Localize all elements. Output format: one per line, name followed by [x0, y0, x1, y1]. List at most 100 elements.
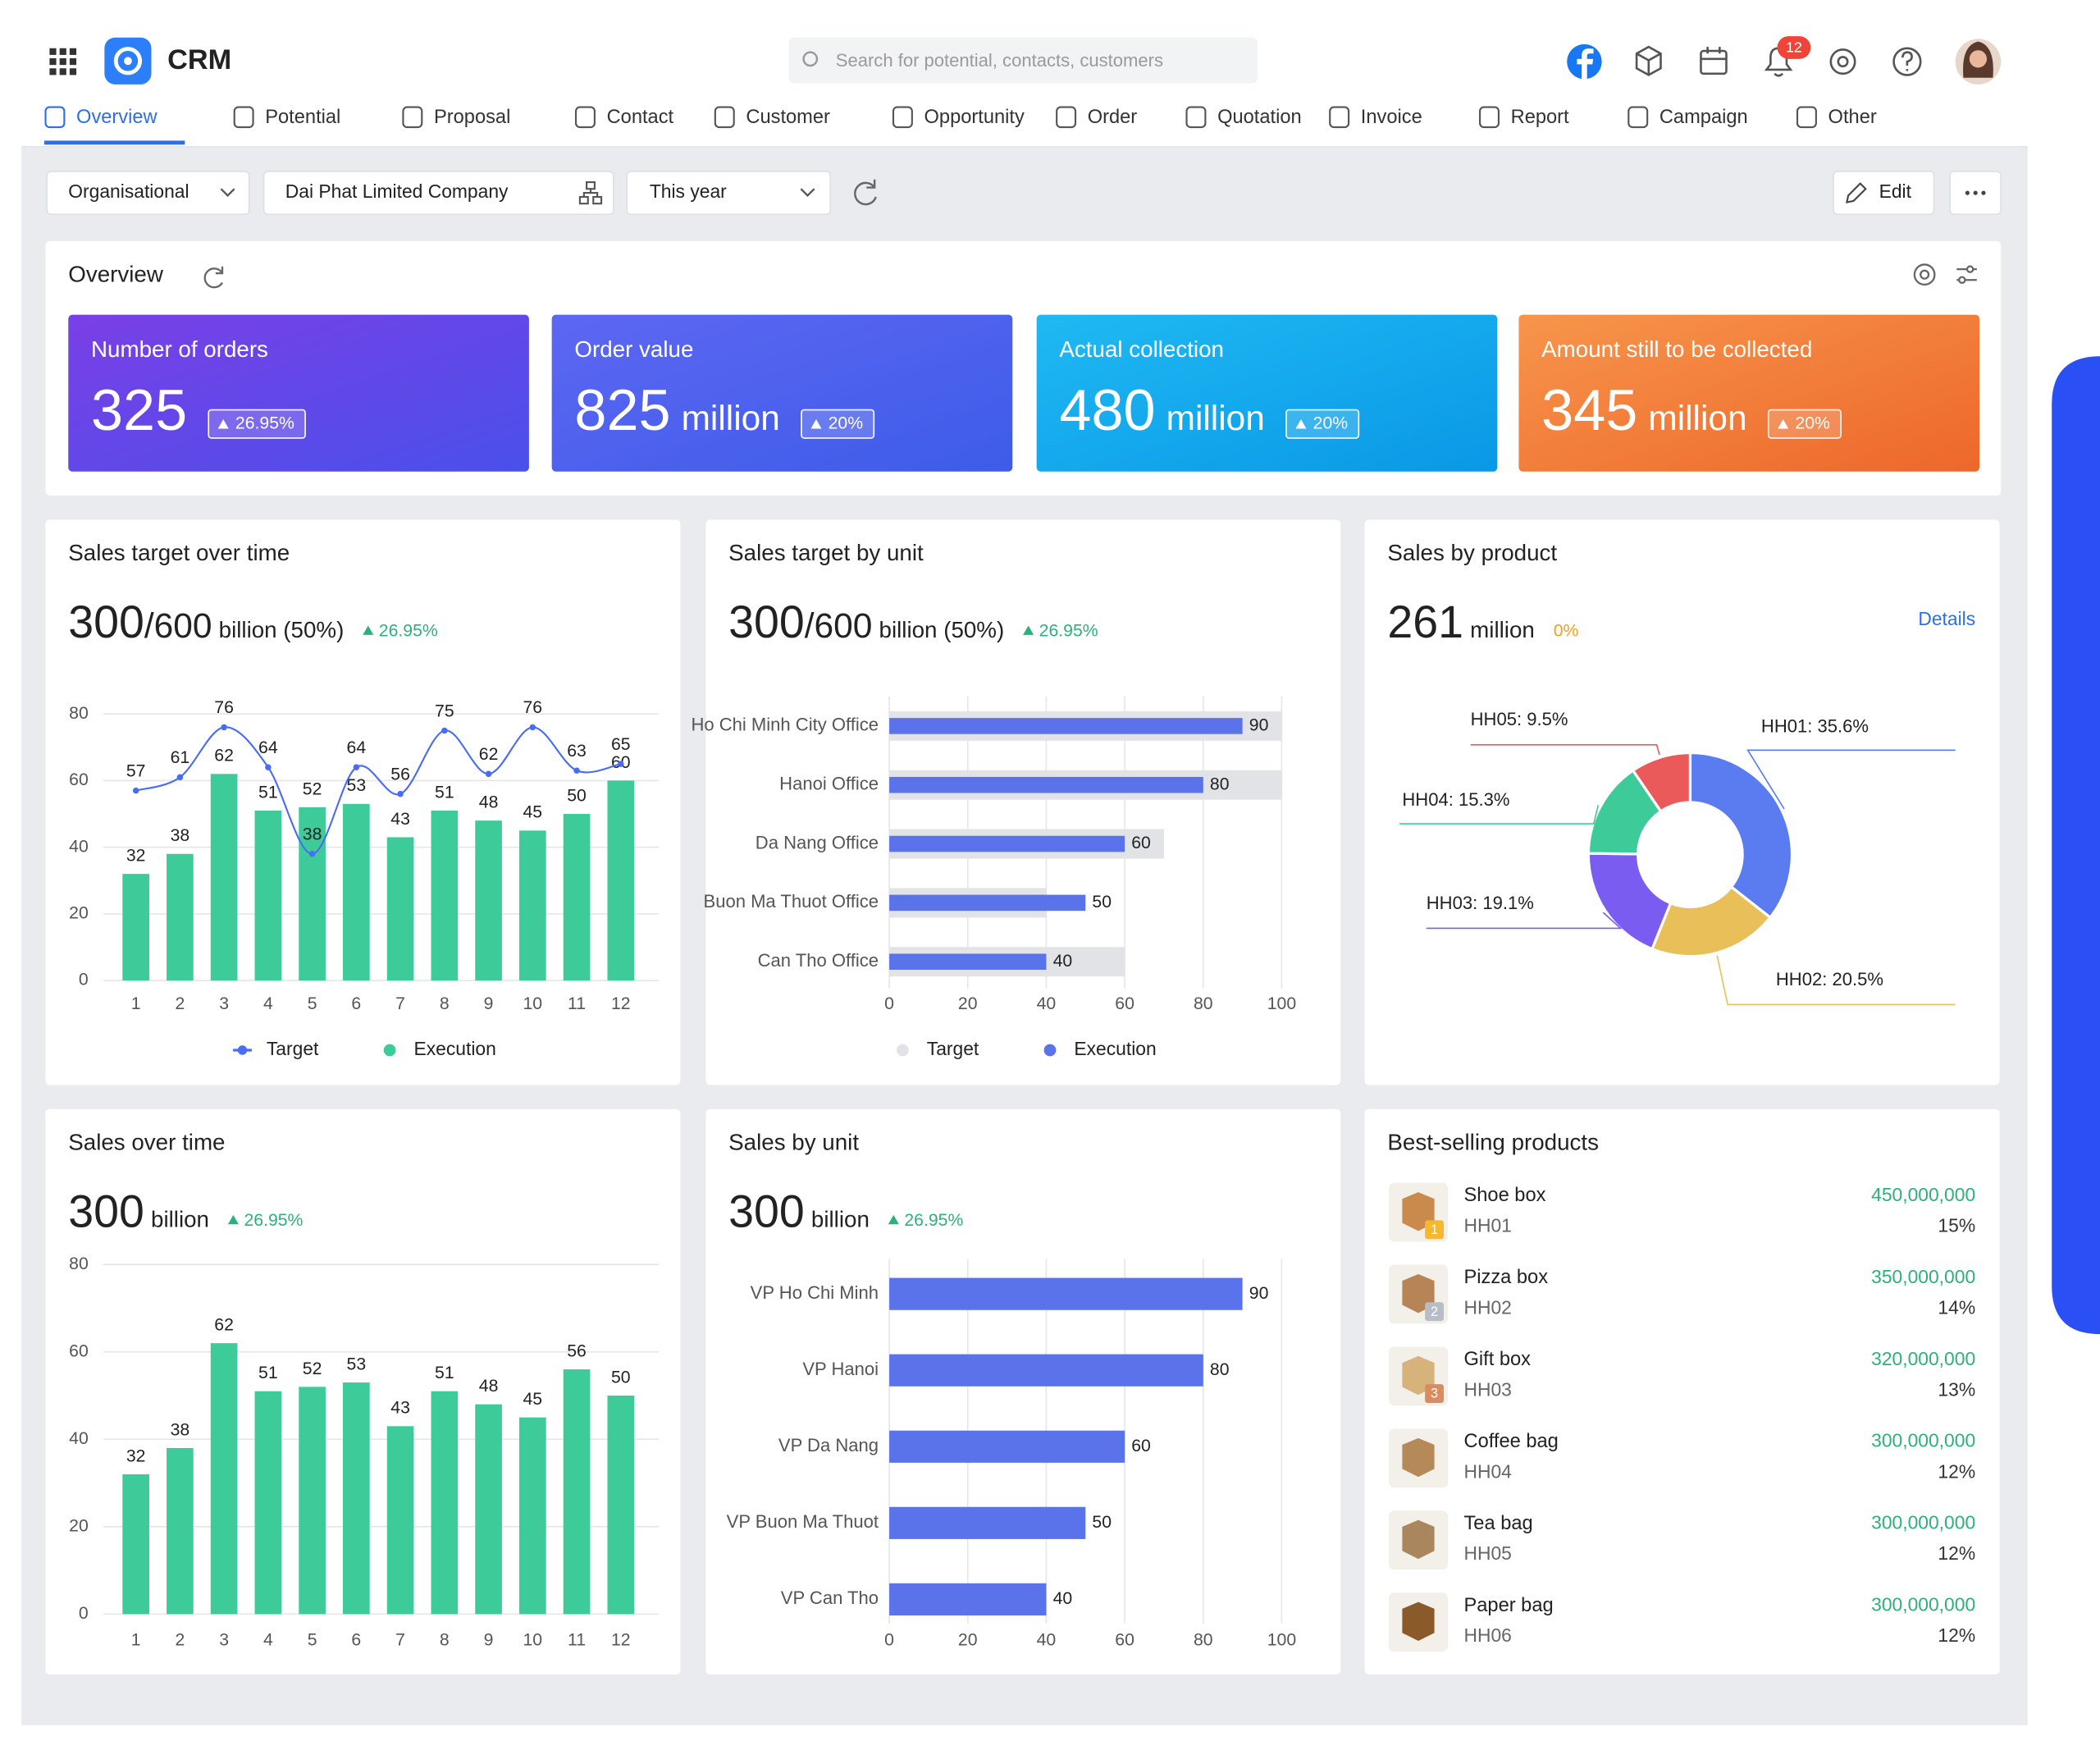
y-tick-label: 80	[69, 1254, 89, 1273]
nav-tab[interactable]: Overview	[76, 107, 158, 128]
headline: 300/600 billion (50%)	[68, 596, 344, 647]
headline-change: 26.95%	[244, 1211, 303, 1230]
nav-tab[interactable]: Opportunity	[924, 107, 1025, 128]
x-tick-label: 8	[440, 1631, 450, 1650]
side-tab[interactable]	[2052, 356, 2100, 1335]
bar	[607, 780, 635, 981]
bar	[889, 1583, 1047, 1615]
product-image	[1402, 1519, 1435, 1560]
settings-icon[interactable]	[1829, 48, 1856, 75]
refresh-button[interactable]	[854, 179, 877, 206]
product-amount: 450,000,000	[1871, 1184, 1975, 1205]
headline-unit: billion (50%)	[879, 617, 1005, 642]
line-point	[353, 764, 360, 770]
nav-tab[interactable]: Invoice	[1361, 107, 1422, 128]
kpi-card	[1036, 314, 1498, 472]
kpi-card	[68, 314, 529, 472]
package-icon[interactable]	[1635, 45, 1662, 76]
nav-tab[interactable]: Contact	[607, 107, 674, 128]
data-label: 51	[258, 1364, 278, 1382]
logo[interactable]	[104, 37, 152, 85]
search-box[interactable]	[788, 37, 1258, 84]
overview-filter[interactable]	[1956, 265, 1977, 284]
overview-refresh[interactable]	[203, 266, 224, 289]
data-label: 52	[303, 779, 322, 798]
rank-number: 1	[1431, 1222, 1438, 1237]
headline-value: 300	[728, 596, 805, 647]
data-label: 40	[1053, 952, 1073, 971]
x-tick-label: 80	[1194, 994, 1213, 1013]
data-label: 64	[258, 738, 278, 757]
facebook-glyph	[1577, 48, 1594, 80]
chart-panel	[1364, 1108, 2000, 1675]
scope-select[interactable]	[46, 171, 250, 216]
legend-label: Execution	[1074, 1038, 1156, 1059]
edit-button[interactable]	[1833, 171, 1935, 216]
x-tick-label: 8	[440, 994, 450, 1013]
data-label: 50	[1092, 893, 1112, 912]
tab-icon	[1796, 106, 1817, 129]
bar	[254, 810, 282, 981]
legend-label: Target	[927, 1038, 979, 1059]
rank-badge	[1425, 1220, 1444, 1240]
overview-settings[interactable]	[1913, 263, 1936, 286]
nav-tab[interactable]: Report	[1511, 107, 1569, 128]
data-label: 52	[303, 1359, 322, 1378]
product-share: 15%	[1938, 1215, 1975, 1236]
period-select[interactable]	[626, 171, 832, 216]
y-tick-label: 40	[69, 1429, 89, 1448]
x-tick-label: 7	[395, 1631, 405, 1650]
data-label: 75	[435, 701, 454, 720]
x-tick-label: 60	[1115, 1631, 1134, 1650]
nav-tab[interactable]: Customer	[746, 107, 830, 128]
headline-value: 300	[68, 596, 144, 647]
data-label: 53	[347, 776, 367, 795]
kpi-label: Number of orders	[91, 336, 268, 362]
x-tick-label: 20	[958, 1631, 978, 1650]
company-select[interactable]	[262, 171, 614, 216]
headline-unit: billion	[811, 1207, 870, 1232]
avatar[interactable]	[1955, 39, 2002, 85]
x-tick-label: 60	[1115, 994, 1134, 1013]
nav-tab[interactable]: Potential	[265, 107, 340, 128]
calendar-icon[interactable]	[1700, 47, 1728, 75]
more-icon	[1965, 190, 1986, 195]
data-label: 63	[567, 742, 587, 761]
nav-tab[interactable]: Campaign	[1659, 107, 1748, 128]
leader-line	[1470, 743, 1660, 756]
slice-label: HH03: 19.1%	[1427, 893, 1534, 913]
nav-tab[interactable]: Order	[1088, 107, 1138, 128]
line-point	[618, 761, 624, 767]
trend-up-icon	[1023, 625, 1034, 635]
data-label: 45	[523, 803, 543, 822]
x-tick-label: 1	[131, 994, 141, 1013]
x-tick-label: 11	[568, 1631, 586, 1650]
category-label: VP Da Nang	[778, 1435, 879, 1455]
bar	[889, 835, 1125, 852]
help-icon[interactable]	[1892, 47, 1922, 76]
edit-label: Edit	[1879, 180, 1912, 202]
data-label: 50	[1092, 1513, 1112, 1532]
bar	[889, 1430, 1125, 1463]
apps-menu[interactable]	[49, 48, 77, 75]
line-point	[441, 727, 448, 734]
x-tick-label: 5	[308, 994, 317, 1013]
legend-marker	[237, 1045, 248, 1055]
product-name: Paper bag	[1463, 1595, 1553, 1616]
search-placeholder: Search for potential, contacts, customer…	[836, 50, 1163, 71]
data-label: 51	[435, 783, 454, 802]
nav-tab[interactable]: Other	[1828, 107, 1877, 128]
nav-tab[interactable]: Proposal	[434, 107, 510, 128]
legend-marker	[1043, 1044, 1057, 1057]
x-tick-label: 2	[175, 1631, 185, 1650]
details-link[interactable]: Details	[1918, 608, 1975, 629]
kpi-number: 480	[1059, 377, 1155, 442]
line-point	[265, 764, 272, 770]
slice-label: HH05: 9.5%	[1471, 709, 1568, 729]
nav-tab[interactable]: Quotation	[1217, 107, 1302, 128]
product-name: Coffee bag	[1463, 1431, 1558, 1452]
data-label: 32	[126, 847, 146, 866]
kpi-label: Amount still to be collected	[1541, 336, 1812, 362]
bar	[889, 1277, 1243, 1310]
